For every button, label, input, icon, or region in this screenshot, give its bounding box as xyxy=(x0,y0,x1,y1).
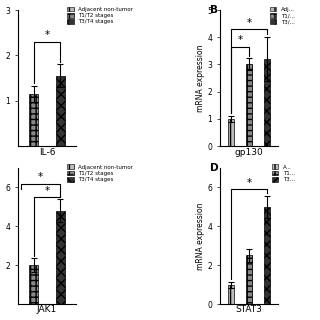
X-axis label: IL-6: IL-6 xyxy=(39,148,55,156)
Text: *: * xyxy=(237,36,242,45)
X-axis label: JAK1: JAK1 xyxy=(37,306,57,315)
Bar xyxy=(29,94,38,146)
Text: D: D xyxy=(210,163,218,172)
Legend: Adjacent non-tumor, T1/T2 stages, T3/T4 stages: Adjacent non-tumor, T1/T2 stages, T3/T4 … xyxy=(67,164,134,183)
Bar xyxy=(246,255,252,304)
Legend: Adj..., T1/..., T3/...: Adj..., T1/..., T3/... xyxy=(269,6,295,25)
Bar xyxy=(228,119,234,146)
Text: *: * xyxy=(246,18,252,28)
Bar xyxy=(246,64,252,146)
Legend: A..., T1..., T3...: A..., T1..., T3... xyxy=(271,164,295,183)
Text: B: B xyxy=(210,4,218,15)
Bar xyxy=(264,207,270,304)
Bar xyxy=(264,59,270,146)
Bar xyxy=(29,265,38,304)
Text: *: * xyxy=(246,178,252,188)
Text: *: * xyxy=(44,186,50,196)
Bar xyxy=(228,284,234,304)
Text: *: * xyxy=(38,172,43,182)
X-axis label: STAT3: STAT3 xyxy=(236,306,262,315)
Bar xyxy=(56,76,65,146)
Y-axis label: mRNA expression: mRNA expression xyxy=(196,202,205,270)
X-axis label: gp130: gp130 xyxy=(235,148,263,156)
Bar xyxy=(56,211,65,304)
Legend: Adjacent non-tumor, T1/T2 stages, T3/T4 stages: Adjacent non-tumor, T1/T2 stages, T3/T4 … xyxy=(67,6,134,25)
Text: *: * xyxy=(44,30,50,40)
Y-axis label: mRNA expression: mRNA expression xyxy=(196,44,205,112)
